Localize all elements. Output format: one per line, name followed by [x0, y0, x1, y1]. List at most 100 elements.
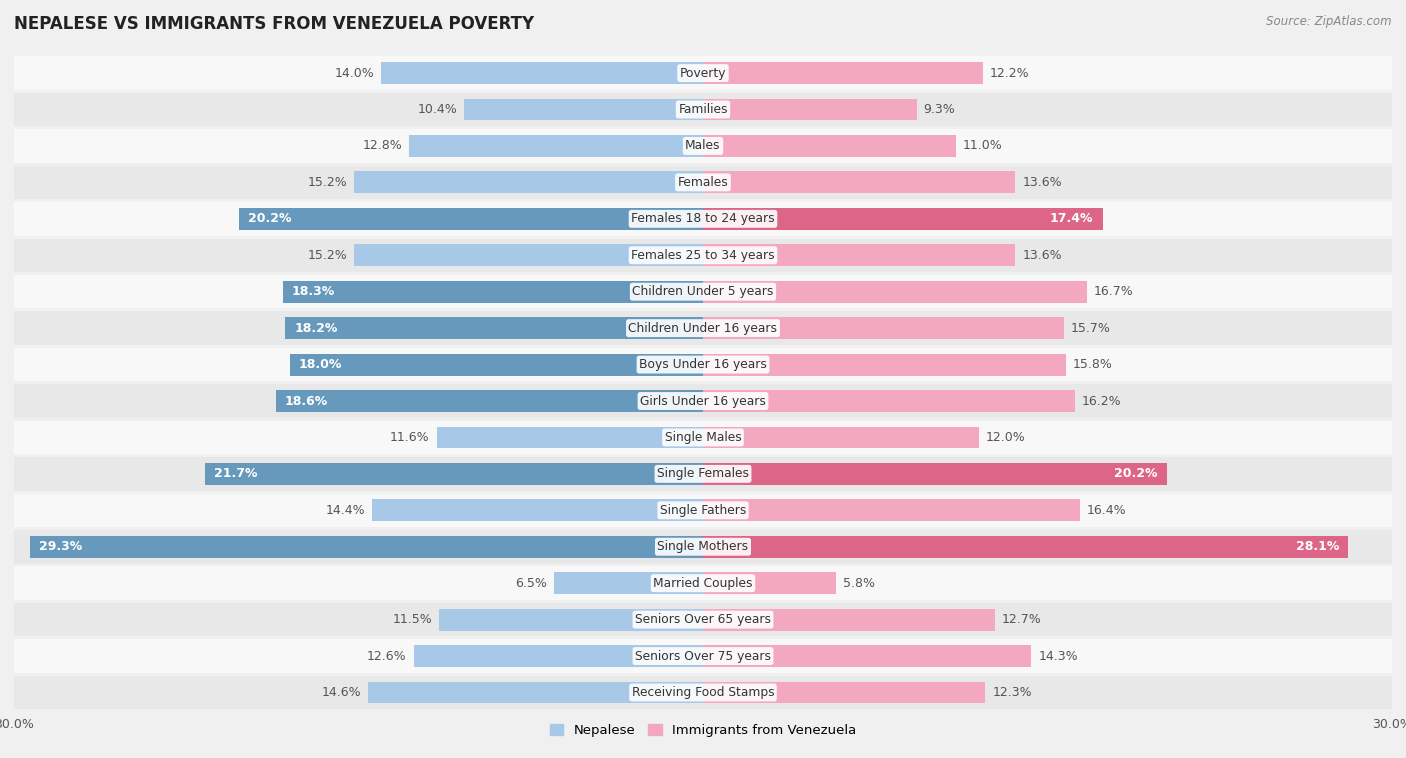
Bar: [703, 354, 1066, 375]
Bar: [354, 244, 703, 266]
Bar: [14, 92, 1392, 127]
Bar: [703, 208, 1102, 230]
Bar: [14, 457, 1392, 490]
Bar: [703, 572, 837, 594]
Text: Poverty: Poverty: [679, 67, 727, 80]
Bar: [464, 99, 703, 121]
Text: Single Females: Single Females: [657, 468, 749, 481]
Text: 6.5%: 6.5%: [515, 577, 547, 590]
Bar: [703, 681, 986, 703]
Text: 14.3%: 14.3%: [1038, 650, 1078, 662]
Bar: [703, 500, 1080, 522]
Bar: [14, 239, 1392, 272]
Text: 20.2%: 20.2%: [1114, 468, 1157, 481]
Text: 15.2%: 15.2%: [308, 249, 347, 262]
Text: Receiving Food Stamps: Receiving Food Stamps: [631, 686, 775, 699]
Bar: [703, 427, 979, 449]
Text: Children Under 5 years: Children Under 5 years: [633, 285, 773, 298]
Text: 20.2%: 20.2%: [249, 212, 292, 225]
Bar: [14, 275, 1392, 309]
Bar: [14, 166, 1392, 199]
Text: 11.0%: 11.0%: [963, 139, 1002, 152]
Text: Seniors Over 65 years: Seniors Over 65 years: [636, 613, 770, 626]
Text: 29.3%: 29.3%: [39, 540, 83, 553]
Bar: [14, 639, 1392, 673]
Bar: [205, 463, 703, 485]
Text: 12.0%: 12.0%: [986, 431, 1025, 444]
Bar: [14, 530, 1392, 563]
Text: 28.1%: 28.1%: [1296, 540, 1339, 553]
Text: 16.2%: 16.2%: [1083, 394, 1122, 408]
Bar: [30, 536, 703, 558]
Text: 12.3%: 12.3%: [993, 686, 1032, 699]
Text: Source: ZipAtlas.com: Source: ZipAtlas.com: [1267, 15, 1392, 28]
Text: 18.6%: 18.6%: [285, 394, 328, 408]
Bar: [703, 609, 994, 631]
Text: Boys Under 16 years: Boys Under 16 years: [640, 358, 766, 371]
Text: 18.2%: 18.2%: [294, 321, 337, 334]
Bar: [283, 280, 703, 302]
Bar: [703, 645, 1032, 667]
Bar: [703, 62, 983, 84]
Text: 14.6%: 14.6%: [321, 686, 361, 699]
Bar: [703, 317, 1063, 339]
Text: 5.8%: 5.8%: [844, 577, 875, 590]
Text: Females: Females: [678, 176, 728, 189]
Bar: [703, 463, 1167, 485]
Text: 16.7%: 16.7%: [1094, 285, 1133, 298]
Bar: [14, 202, 1392, 236]
Bar: [409, 135, 703, 157]
Bar: [703, 390, 1076, 412]
Bar: [14, 129, 1392, 163]
Bar: [285, 317, 703, 339]
Text: Females 25 to 34 years: Females 25 to 34 years: [631, 249, 775, 262]
Bar: [703, 135, 956, 157]
Text: 13.6%: 13.6%: [1022, 176, 1062, 189]
Text: 18.0%: 18.0%: [299, 358, 342, 371]
Bar: [703, 280, 1087, 302]
Text: 12.8%: 12.8%: [363, 139, 402, 152]
Bar: [703, 171, 1015, 193]
Text: 16.4%: 16.4%: [1087, 504, 1126, 517]
Bar: [239, 208, 703, 230]
Text: 11.5%: 11.5%: [392, 613, 432, 626]
Bar: [703, 536, 1348, 558]
Text: 14.0%: 14.0%: [335, 67, 374, 80]
Text: Families: Families: [678, 103, 728, 116]
Text: 12.2%: 12.2%: [990, 67, 1029, 80]
Text: 18.3%: 18.3%: [292, 285, 335, 298]
Bar: [437, 427, 703, 449]
Text: Married Couples: Married Couples: [654, 577, 752, 590]
Bar: [14, 421, 1392, 454]
Text: Single Fathers: Single Fathers: [659, 504, 747, 517]
Text: 12.6%: 12.6%: [367, 650, 406, 662]
Text: Seniors Over 75 years: Seniors Over 75 years: [636, 650, 770, 662]
Text: 12.7%: 12.7%: [1001, 613, 1042, 626]
Bar: [354, 171, 703, 193]
Text: 15.2%: 15.2%: [308, 176, 347, 189]
Bar: [14, 312, 1392, 345]
Bar: [276, 390, 703, 412]
Bar: [703, 99, 917, 121]
Text: 15.8%: 15.8%: [1073, 358, 1112, 371]
Bar: [703, 244, 1015, 266]
Bar: [14, 56, 1392, 90]
Bar: [14, 603, 1392, 637]
Text: 15.7%: 15.7%: [1070, 321, 1111, 334]
Text: Males: Males: [685, 139, 721, 152]
Text: 21.7%: 21.7%: [214, 468, 257, 481]
Bar: [368, 681, 703, 703]
Bar: [373, 500, 703, 522]
Bar: [290, 354, 703, 375]
Text: 9.3%: 9.3%: [924, 103, 955, 116]
Bar: [14, 384, 1392, 418]
Bar: [439, 609, 703, 631]
Text: 14.4%: 14.4%: [326, 504, 366, 517]
Text: 10.4%: 10.4%: [418, 103, 457, 116]
Text: 11.6%: 11.6%: [389, 431, 430, 444]
Text: 17.4%: 17.4%: [1050, 212, 1094, 225]
Bar: [14, 566, 1392, 600]
Text: Single Mothers: Single Mothers: [658, 540, 748, 553]
Text: Girls Under 16 years: Girls Under 16 years: [640, 394, 766, 408]
Bar: [381, 62, 703, 84]
